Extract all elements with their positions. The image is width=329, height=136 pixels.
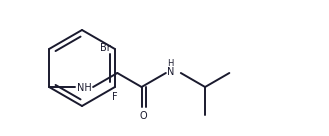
Text: O: O: [140, 111, 147, 121]
Text: F: F: [112, 92, 118, 102]
Text: Br: Br: [100, 43, 111, 53]
Text: N: N: [167, 67, 174, 77]
Text: NH: NH: [77, 83, 92, 93]
Text: H: H: [167, 59, 173, 68]
